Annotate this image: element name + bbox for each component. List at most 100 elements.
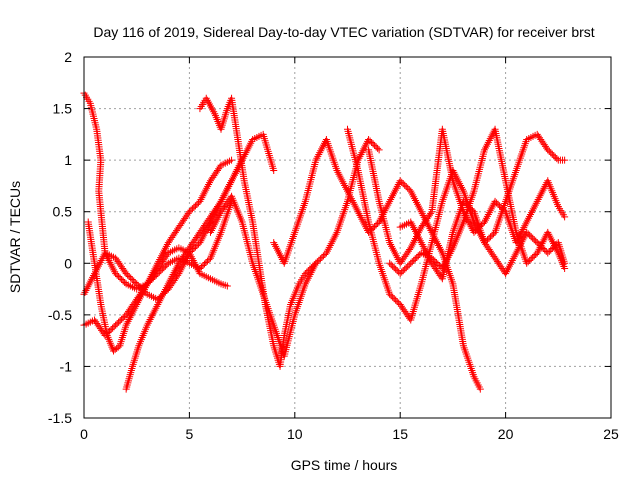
data-point bbox=[467, 205, 475, 213]
data-point bbox=[270, 166, 278, 174]
data-point bbox=[223, 282, 231, 290]
data-point bbox=[118, 275, 126, 283]
data-point bbox=[396, 270, 404, 278]
data-point bbox=[133, 280, 141, 288]
data-point bbox=[551, 242, 559, 250]
axis-ticks: 0 5 10 15 20 25 -1.5 -1 -0.5 0 0.5 1 1.5 2 bbox=[48, 49, 619, 442]
data-point bbox=[414, 252, 422, 260]
data-point bbox=[494, 200, 502, 208]
data-point bbox=[490, 230, 498, 238]
data-point bbox=[427, 209, 435, 217]
data-point bbox=[174, 271, 182, 279]
data-point bbox=[561, 259, 569, 267]
data-point bbox=[155, 268, 163, 276]
x-tick-label: 5 bbox=[186, 426, 194, 442]
data-point bbox=[187, 206, 195, 214]
data-point bbox=[411, 255, 419, 263]
data-point bbox=[160, 264, 168, 272]
data-point bbox=[470, 228, 478, 236]
data-point bbox=[408, 258, 416, 266]
data-point bbox=[493, 199, 501, 207]
data-point bbox=[369, 140, 377, 148]
y-tick-label: 1 bbox=[64, 152, 72, 168]
data-point bbox=[434, 260, 442, 268]
series-track-8 bbox=[270, 136, 484, 393]
x-tick-label: 15 bbox=[392, 426, 408, 442]
data-point bbox=[121, 278, 129, 286]
data-point bbox=[119, 277, 127, 285]
data-point bbox=[158, 265, 166, 273]
data-point bbox=[538, 243, 546, 251]
data-point bbox=[413, 253, 421, 261]
data-point bbox=[404, 262, 412, 270]
chart-title: Day 116 of 2019, Sidereal Day-to-day VTE… bbox=[93, 24, 594, 40]
data-point bbox=[389, 262, 397, 270]
data-point bbox=[485, 234, 493, 242]
data-point bbox=[553, 155, 561, 163]
data-point bbox=[523, 228, 531, 236]
data-point bbox=[487, 233, 495, 241]
data-point bbox=[119, 314, 127, 322]
data-point bbox=[462, 200, 470, 208]
data-point bbox=[524, 230, 532, 238]
data-point bbox=[407, 259, 415, 267]
data-point bbox=[228, 156, 236, 164]
data-point bbox=[113, 320, 121, 328]
data-point bbox=[561, 213, 569, 221]
data-point bbox=[116, 274, 124, 282]
data-point bbox=[398, 178, 406, 186]
grid-lines bbox=[84, 57, 611, 418]
data-point bbox=[390, 264, 398, 272]
series-track-6 bbox=[196, 94, 320, 370]
data-point bbox=[468, 206, 476, 214]
data-point bbox=[392, 265, 400, 273]
data-point bbox=[547, 149, 555, 157]
data-point bbox=[544, 249, 552, 257]
data-point bbox=[488, 231, 496, 239]
data-point bbox=[405, 261, 413, 269]
data-point bbox=[527, 255, 535, 263]
data-point bbox=[404, 184, 412, 192]
data-point bbox=[107, 326, 115, 334]
data-point bbox=[464, 202, 472, 210]
data-point bbox=[110, 323, 118, 331]
data-point bbox=[366, 137, 374, 145]
data-point bbox=[319, 252, 327, 260]
data-point bbox=[113, 271, 121, 279]
x-tick-label: 0 bbox=[80, 426, 88, 442]
data-point bbox=[536, 242, 544, 250]
y-axis-label: SDTVAR / TECUs bbox=[7, 181, 23, 293]
data-point bbox=[216, 199, 224, 207]
y-tick-label: -1.5 bbox=[48, 410, 72, 426]
data-point bbox=[125, 273, 133, 281]
data-point bbox=[372, 143, 380, 151]
data-point bbox=[435, 261, 443, 269]
data-point bbox=[185, 208, 193, 216]
data-point bbox=[374, 144, 382, 152]
data-point bbox=[316, 255, 324, 263]
series-track-12 bbox=[396, 197, 569, 283]
data-point bbox=[550, 152, 558, 160]
data-point bbox=[154, 270, 162, 278]
data-point bbox=[190, 203, 198, 211]
data-point bbox=[491, 197, 499, 205]
data-point bbox=[548, 245, 556, 253]
data-point bbox=[529, 234, 537, 242]
data-point bbox=[122, 270, 130, 278]
data-point bbox=[402, 264, 410, 272]
data-point bbox=[465, 203, 473, 211]
data-point bbox=[547, 246, 555, 254]
y-tick-label: 0.5 bbox=[53, 204, 73, 220]
data-point bbox=[476, 385, 484, 393]
data-point bbox=[112, 321, 120, 329]
data-point bbox=[399, 180, 407, 188]
data-point bbox=[496, 202, 504, 210]
data-point bbox=[202, 259, 210, 267]
data-point bbox=[124, 271, 132, 279]
data-point bbox=[112, 270, 120, 278]
data-point bbox=[191, 243, 199, 251]
data-point bbox=[545, 247, 553, 255]
data-point bbox=[188, 205, 196, 213]
data-point bbox=[386, 259, 394, 267]
